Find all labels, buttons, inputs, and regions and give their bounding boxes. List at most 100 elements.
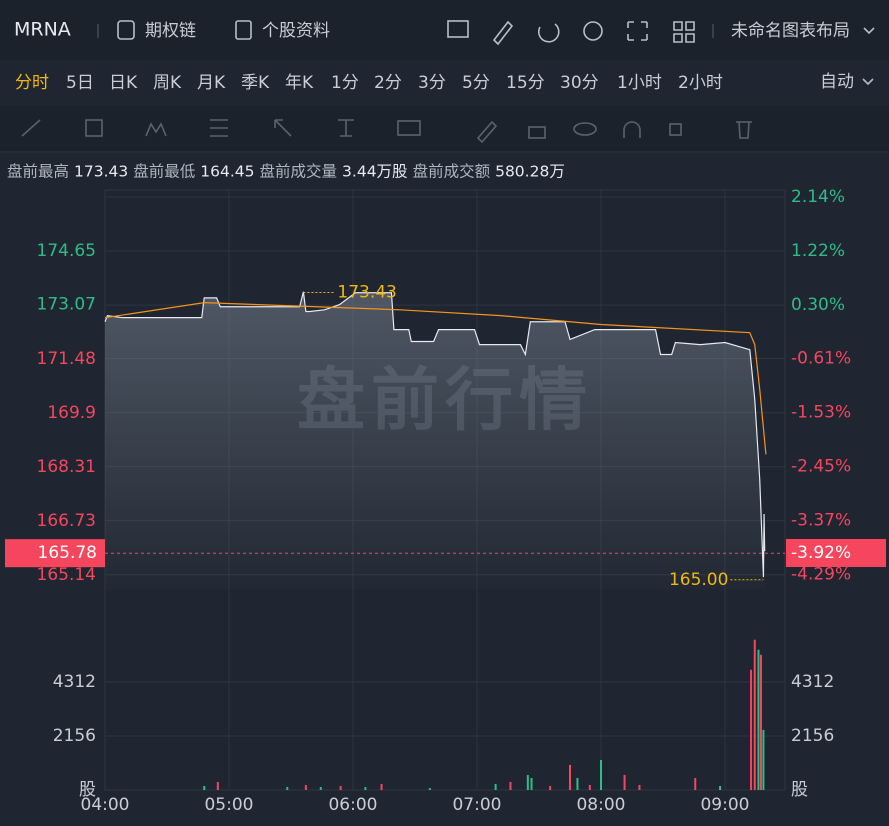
x-tick-label: 05:00	[204, 795, 253, 815]
tool[interactable]	[85, 119, 103, 137]
volume-bar	[380, 783, 383, 790]
icon[interactable]	[583, 21, 603, 41]
period-tab[interactable]: 3分	[418, 73, 446, 93]
volume-tick-label: 2156	[53, 726, 96, 746]
period-tab[interactable]: 1小时	[617, 73, 662, 93]
volume-bar	[286, 786, 289, 790]
period-tab[interactable]: 5日	[66, 73, 94, 93]
period-tab[interactable]: 月K	[197, 73, 226, 93]
volume-bar	[216, 781, 219, 790]
mode[interactable]: 自动	[820, 72, 854, 92]
volume-bar	[339, 785, 342, 790]
stat-label: 盘前成交额	[413, 162, 491, 181]
tool[interactable]	[736, 121, 752, 139]
stat-value: 173.43	[74, 163, 128, 181]
y-tick-label: 166.73	[37, 511, 96, 531]
stat-label: 盘前最高	[7, 162, 69, 181]
x-tick-label: 09:00	[700, 795, 749, 815]
stat-value: 3.44万股	[342, 163, 408, 181]
volume-bar	[588, 784, 591, 790]
layout-menu[interactable]: 未命名图表布局	[731, 21, 850, 41]
y2-tick-label: 0.30%	[791, 295, 845, 315]
icon[interactable]	[537, 23, 560, 43]
icon[interactable]	[627, 21, 648, 41]
tool[interactable]	[623, 121, 641, 138]
y-tick-label: 169.9	[47, 403, 96, 423]
y2-tick-label: -2.45%	[791, 457, 851, 477]
y-tick-label: 171.48	[37, 349, 96, 369]
x-tick-label: 07:00	[452, 795, 501, 815]
tool[interactable]	[210, 119, 228, 137]
period-tab[interactable]: 日K	[109, 73, 138, 93]
volume-bar	[757, 649, 760, 790]
y2-tick-label: 1.22%	[791, 241, 845, 261]
options-link[interactable]: 期权链	[145, 21, 196, 41]
y2-tick-label: -3.37%	[791, 511, 851, 531]
volume-tick-label: 4312	[53, 672, 96, 692]
tool[interactable]	[397, 120, 421, 136]
profile-link[interactable]: 个股资料	[262, 21, 330, 41]
volume-bar	[638, 784, 641, 790]
tool-bar	[0, 106, 889, 152]
volume-bar	[759, 654, 762, 790]
drawing-tools[interactable]	[21, 119, 752, 144]
symbol[interactable]: MRNA	[14, 19, 71, 41]
price-area	[105, 291, 765, 590]
period-tab[interactable]: 5分	[462, 73, 490, 93]
period-tab[interactable]: 分时	[15, 73, 49, 93]
period-tab[interactable]: 年K	[285, 73, 314, 93]
tool[interactable]	[669, 123, 682, 136]
average-line	[104, 302, 767, 455]
period-tab[interactable]: 15分	[506, 73, 545, 93]
period-tab[interactable]: 30分	[560, 73, 599, 93]
volume-bar	[719, 785, 722, 790]
volume-bar	[599, 759, 602, 790]
y2-tick-label: -4.29%	[791, 565, 851, 585]
stat-value: 164.45	[200, 163, 254, 181]
y2-tick-label: -1.53%	[791, 403, 851, 423]
volume-bar	[319, 786, 322, 790]
price-line	[104, 291, 766, 578]
last-change-label: -3.92%	[791, 543, 851, 563]
volume-bar	[494, 783, 497, 790]
volume-bar	[526, 774, 529, 790]
tool[interactable]	[145, 122, 167, 137]
volume-unit: 股	[791, 780, 808, 800]
icon[interactable]	[492, 20, 514, 46]
x-tick-label: 04:00	[81, 795, 130, 815]
volume-unit: 股	[79, 780, 96, 800]
icon[interactable]	[447, 20, 469, 38]
stat-label: 盘前最低	[133, 162, 195, 181]
period-tab[interactable]: 季K	[241, 73, 270, 93]
volume-bar	[364, 786, 367, 790]
low-label: 165.00	[669, 570, 728, 590]
period-tab[interactable]: 2小时	[678, 73, 723, 93]
top-bar	[0, 0, 889, 60]
tool[interactable]	[476, 120, 498, 144]
period-tab[interactable]: 1分	[331, 73, 359, 93]
period-tab[interactable]: 周K	[153, 73, 182, 93]
volume-tick-label: 2156	[791, 726, 834, 746]
icon[interactable]	[673, 21, 695, 43]
tool[interactable]	[528, 126, 546, 139]
volume-bar	[576, 777, 579, 790]
x-tick-label: 08:00	[576, 795, 625, 815]
volume-bar	[549, 785, 552, 790]
top-icons[interactable]	[447, 20, 695, 46]
stat-label: 盘前成交量	[260, 162, 338, 181]
period-tabs: 分时 5日 日K 周K 月K 季K 年K 1分 2分 3分 5分 15分 30分 1小时 2小时	[15, 73, 723, 93]
tool[interactable]	[573, 122, 597, 136]
volume-tick-label: 4312	[791, 672, 834, 692]
y-tick-label: 168.31	[37, 457, 96, 477]
tool[interactable]	[274, 119, 292, 137]
stats: 盘前最高 173.43 盘前最低 164.45 盘前成交量 3.44万股 盘前成交额 580.…	[7, 162, 565, 181]
plot: 04:00 05:00 06:00 07:00 08:00 09:00 2.14% 1.22%…	[5, 187, 886, 815]
volume-bar	[762, 729, 765, 790]
volume-bar	[753, 639, 756, 790]
period-tab[interactable]: 2分	[374, 73, 402, 93]
tool[interactable]	[21, 119, 41, 137]
tool[interactable]	[338, 119, 354, 137]
volume-bar	[304, 784, 307, 790]
